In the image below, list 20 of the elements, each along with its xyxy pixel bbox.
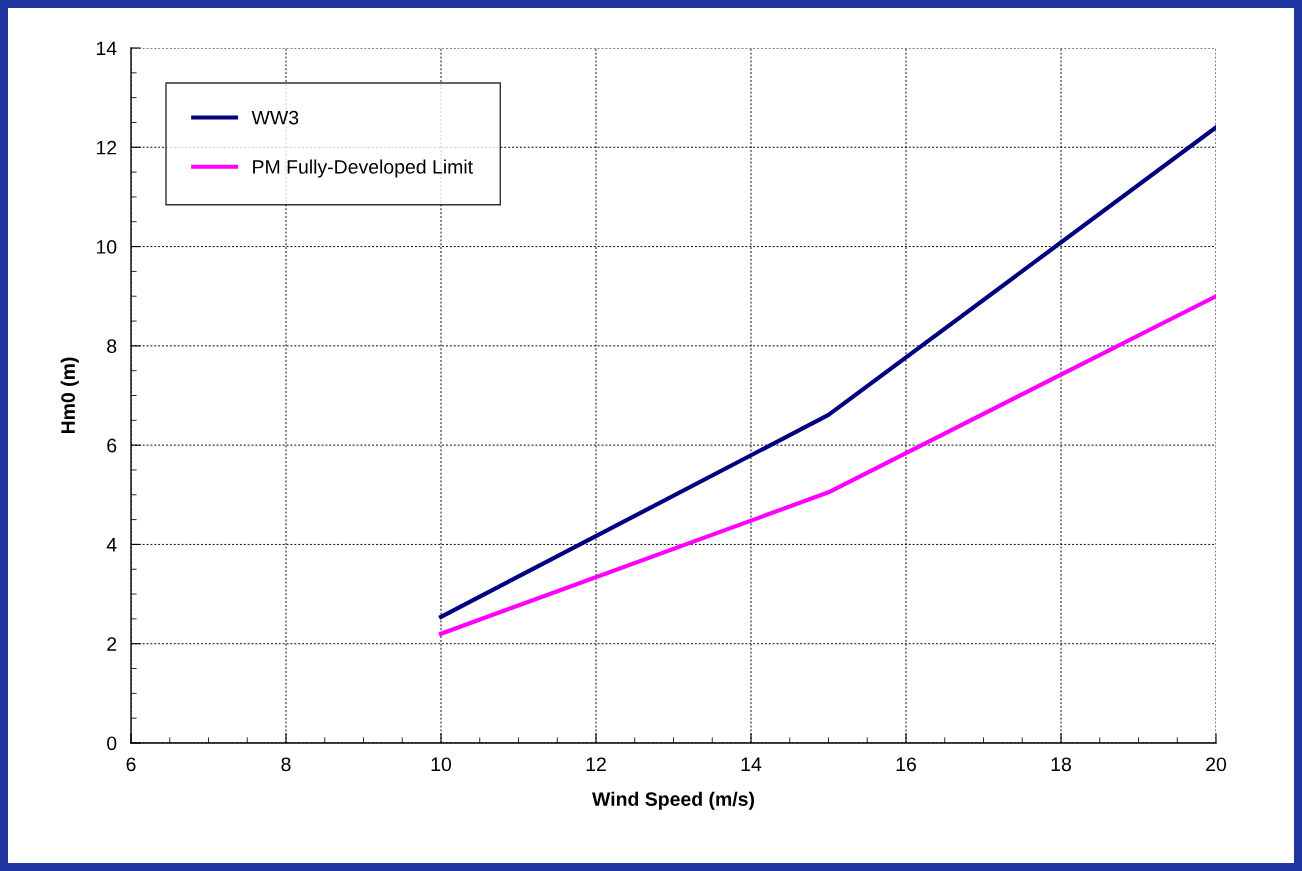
x-tick-label: 8 (281, 757, 291, 772)
x-tick-label: 12 (586, 757, 606, 771)
x-tick-label: 10 (431, 757, 452, 772)
x-tick-label: 20 (1206, 757, 1227, 772)
y-tick-label: 0 (107, 736, 117, 751)
y-tick-label: 14 (96, 41, 117, 56)
y-tick-label: 6 (107, 438, 117, 453)
legend-label: WW3 (251, 110, 299, 125)
x-tick-label: 18 (1051, 757, 1071, 772)
y-tick-label: 8 (107, 339, 117, 354)
x-tick-label: 14 (741, 757, 762, 771)
y-tick-label: 4 (106, 538, 117, 552)
legend-label: PM Fully-Developed Limit (253, 159, 473, 178)
x-tick-label: 16 (896, 757, 916, 772)
x-tick-label: 6 (126, 757, 136, 772)
y-tick-label: 2 (107, 637, 117, 651)
y-tick-label: 10 (96, 240, 117, 254)
y-tick-label: 12 (96, 140, 117, 155)
y-axis-title: Hm0 (m) (60, 357, 79, 434)
x-axis-title: Wind Speed (m/s) (592, 791, 755, 810)
